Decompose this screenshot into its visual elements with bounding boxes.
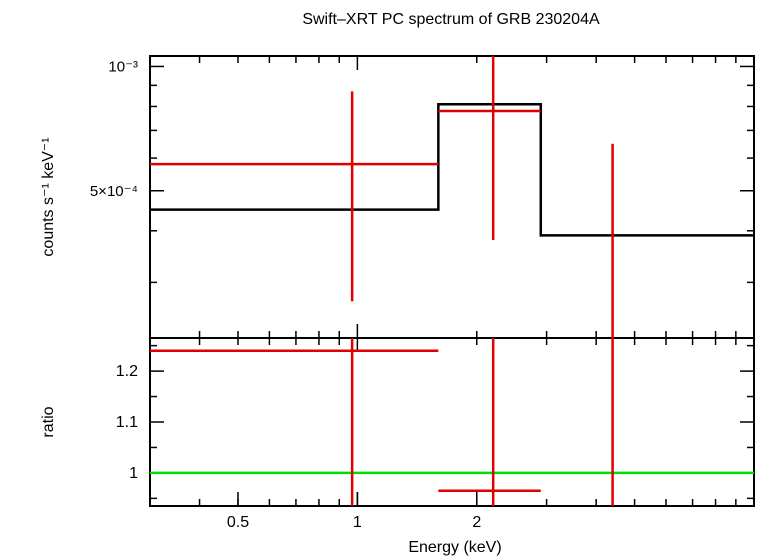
spectrum-y-axis-label: counts s⁻¹ keV⁻¹ <box>40 137 57 256</box>
ratio-y-axis-label: ratio <box>40 406 57 437</box>
tick-labels: 0.5 1 2 10⁻³ 5×10⁻⁴ 1 1.1 1.2 <box>90 58 481 531</box>
x-axis-label: Energy (keV) <box>408 539 501 556</box>
y-tick-label: 1 <box>129 465 138 482</box>
spectrum-panel-frame <box>149 55 755 339</box>
y-tick-label: 1.2 <box>116 363 138 380</box>
ratio-data-points <box>150 338 614 506</box>
y-tick-label: 5×10⁻⁴ <box>90 183 138 200</box>
y-tick-label: 1.1 <box>116 414 138 431</box>
x-tick-label: 2 <box>472 514 481 531</box>
chart-title: Swift–XRT PC spectrum of GRB 230204A <box>302 11 600 28</box>
y-tick-label: 10⁻³ <box>108 58 138 75</box>
model-steps <box>150 102 754 237</box>
model-step-line <box>150 102 754 237</box>
x-tick-label: 0.5 <box>227 514 249 531</box>
ratio-panel-frame <box>149 337 755 507</box>
x-tick-label: 1 <box>353 514 362 531</box>
spectrum-data-points <box>150 56 614 338</box>
axis-ticks <box>149 56 755 506</box>
